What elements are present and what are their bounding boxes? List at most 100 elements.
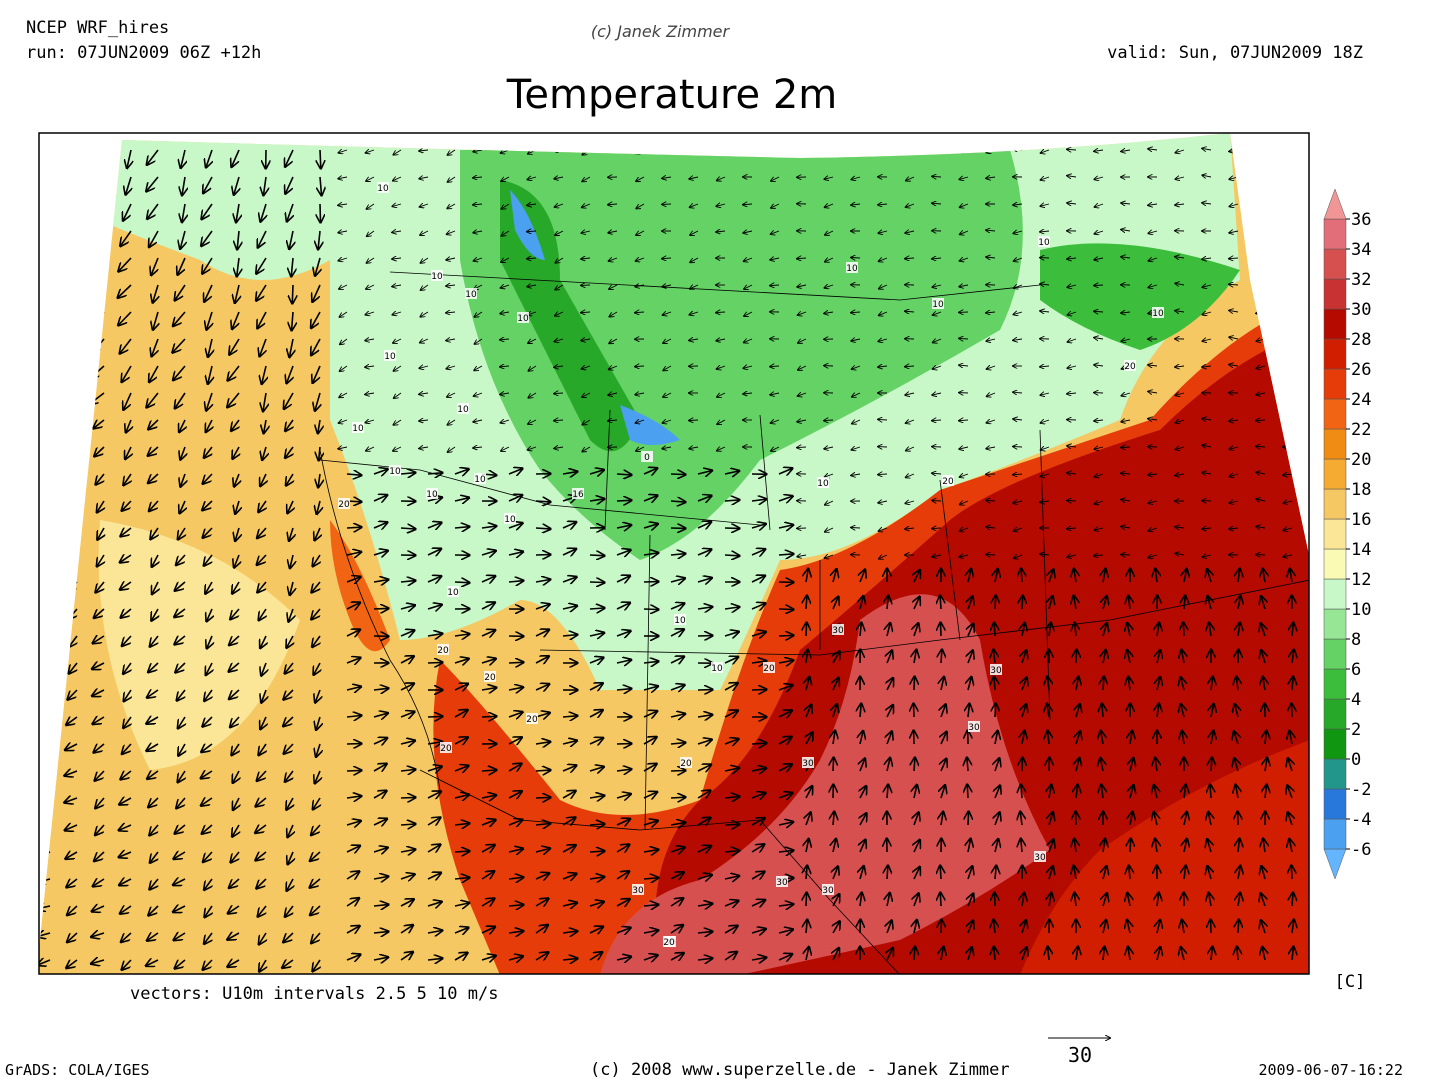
wind-arrow — [346, 770, 361, 771]
wind-arrow — [500, 339, 510, 340]
wind-arrow — [1175, 420, 1185, 423]
wind-arrow — [121, 528, 132, 536]
wind-arrow — [1094, 555, 1104, 556]
wind-arrow — [175, 581, 186, 590]
wind-arrow — [824, 285, 834, 288]
wind-arrow — [501, 176, 510, 181]
wind-arrow — [663, 365, 672, 370]
wind-arrow — [1067, 473, 1077, 474]
colorbar-box — [1323, 248, 1347, 280]
wind-arrow — [528, 392, 537, 398]
wind-arrow — [663, 338, 672, 343]
wind-arrow — [229, 635, 240, 645]
wind-arrow — [724, 632, 738, 636]
wind-arrow — [724, 657, 738, 663]
wind-arrow — [338, 258, 348, 261]
wind-arrow — [662, 150, 672, 153]
colorbar-label: 14 — [1351, 540, 1371, 560]
wind-arrow — [508, 495, 522, 501]
wind-arrow — [40, 257, 51, 273]
wind-arrow — [643, 686, 658, 690]
wind-arrow — [1229, 474, 1239, 477]
wind-arrow — [285, 770, 293, 781]
wind-arrow — [932, 528, 942, 529]
wind-arrow — [860, 731, 863, 745]
wind-arrow — [643, 524, 657, 528]
wind-arrow — [1067, 393, 1077, 394]
wind-arrow — [392, 231, 402, 232]
wind-arrow — [67, 474, 78, 482]
wind-arrow — [232, 743, 239, 755]
wind-arrow — [180, 500, 185, 513]
wind-arrow — [1256, 176, 1266, 177]
wind-arrow — [1175, 366, 1185, 367]
wind-arrow — [589, 633, 604, 636]
wind-arrow — [1181, 704, 1184, 718]
wind-arrow — [474, 258, 483, 261]
wind-arrow — [400, 712, 414, 717]
colorbar-box — [1323, 788, 1347, 820]
wind-arrow — [235, 284, 239, 303]
wind-arrow — [286, 176, 294, 193]
wind-arrow — [346, 552, 361, 555]
wind-arrow — [235, 500, 239, 513]
wind-arrow — [1202, 555, 1212, 557]
wind-arrow — [1290, 569, 1292, 583]
wind-arrow — [232, 311, 240, 329]
wind-arrow — [751, 690, 766, 691]
wind-arrow — [1022, 731, 1025, 745]
wind-arrow — [262, 446, 266, 460]
wind-arrow — [770, 258, 780, 260]
wind-arrow — [1022, 596, 1023, 610]
wind-arrow — [806, 733, 812, 745]
wind-arrow — [1040, 366, 1050, 367]
wind-arrow — [716, 312, 726, 313]
wind-arrow — [1238, 569, 1240, 583]
wind-arrow — [454, 684, 468, 690]
wind-arrow — [1175, 283, 1185, 285]
wind-arrow — [959, 420, 969, 421]
wind-arrow — [1121, 447, 1131, 448]
wind-arrow — [1041, 177, 1050, 180]
wind-arrow — [148, 473, 159, 483]
wind-arrow — [851, 258, 861, 259]
contour-label: 10 — [457, 405, 469, 415]
wind-arrow — [1202, 258, 1212, 259]
wind-arrow — [1236, 785, 1238, 799]
wind-arrow — [825, 204, 834, 207]
wind-arrow — [481, 526, 496, 528]
wind-arrow — [879, 312, 888, 315]
colorbar-label: 22 — [1351, 420, 1371, 440]
wind-arrow — [228, 365, 240, 380]
wind-arrow — [1265, 758, 1267, 772]
wind-arrow — [554, 447, 564, 449]
wind-arrow — [1202, 148, 1212, 150]
wind-arrow — [41, 149, 51, 166]
wind-arrow — [204, 284, 213, 301]
wind-arrow — [315, 392, 320, 410]
wind-arrow — [770, 366, 780, 367]
wind-arrow — [427, 792, 441, 798]
wind-arrow — [941, 623, 942, 637]
wind-arrow — [64, 257, 78, 270]
colorbar-label: -4 — [1351, 810, 1371, 830]
wind-arrow — [175, 284, 186, 300]
wind-arrow — [986, 312, 996, 313]
wind-arrow — [967, 758, 968, 772]
wind-arrow — [1022, 758, 1023, 772]
wind-arrow — [751, 499, 766, 501]
wind-arrow — [203, 176, 213, 193]
wind-arrow — [806, 787, 812, 799]
wind-arrow — [1184, 785, 1186, 799]
wind-arrow — [562, 472, 577, 474]
wind-arrow — [346, 603, 360, 609]
colorbar-box — [1323, 368, 1347, 400]
wind-arrow — [662, 285, 672, 287]
wind-arrow — [204, 446, 212, 457]
wind-arrow — [535, 630, 549, 636]
wind-arrow — [1283, 528, 1293, 530]
wind-arrow — [905, 393, 915, 395]
wind-arrow — [1283, 419, 1293, 420]
wind-arrow — [394, 365, 402, 371]
wind-arrow — [887, 651, 892, 664]
